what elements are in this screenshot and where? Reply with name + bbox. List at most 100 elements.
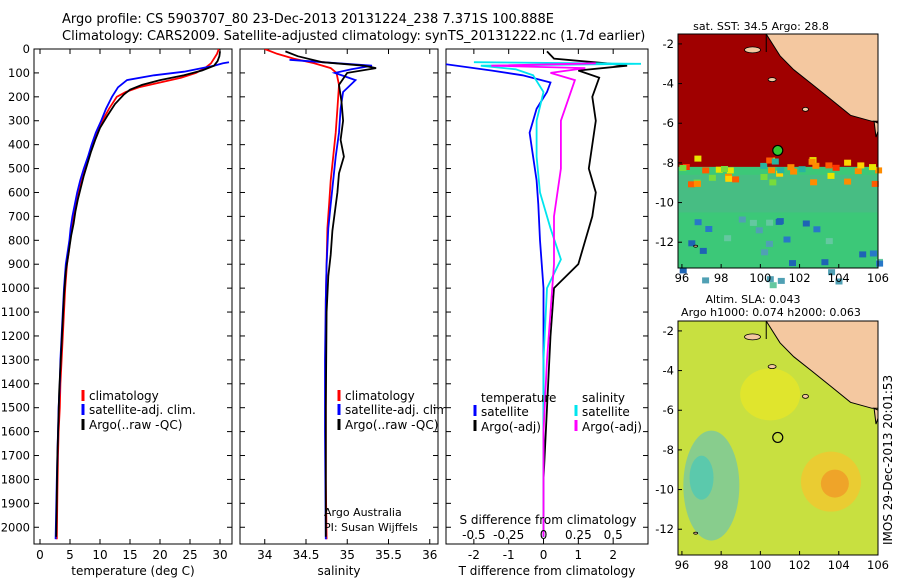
difference-series-0 (446, 63, 552, 537)
difference-xlabel-top: S difference from climatology (460, 513, 637, 527)
sst-south-cell (813, 226, 821, 233)
sst-south-cell (783, 236, 791, 243)
difference-xtick-label: 2 (609, 548, 617, 562)
temperature-ytick-label: 900 (8, 257, 30, 271)
salinity-xtick-label: 35.5 (375, 548, 402, 562)
difference-xtick-top-label: -0.5 (462, 528, 485, 542)
sst-front-cell (732, 176, 740, 183)
figure-title-line1: Argo profile: CS 5903707_80 23-Dec-2013 … (62, 12, 554, 27)
temperature-ytick-label: 500 (8, 162, 30, 176)
sst-front-cell (875, 167, 883, 174)
temperature-ytick-label: 100 (8, 66, 30, 80)
temperature-ytick-label: 200 (8, 90, 30, 104)
temperature-ytick-label: 1900 (1, 496, 30, 510)
sst-argo-position-marker (772, 144, 784, 157)
salinity-legend-label-2: Argo(..raw -QC) (345, 418, 438, 432)
sst-south-cell (765, 240, 773, 247)
sst-south-cell (766, 276, 774, 283)
temperature-ytick-label: 2000 (1, 520, 30, 534)
sst-south-cell (761, 249, 769, 256)
sst-ytick-label: -4 (663, 77, 674, 91)
sst-south-cell (825, 238, 833, 245)
sla-mid-blob (740, 368, 801, 421)
difference-xtick-top-label: -0.25 (493, 528, 524, 542)
sst-front-cell (702, 167, 710, 174)
sst-south-cell (777, 277, 785, 284)
temperature-ytick-label: 0 (23, 42, 30, 56)
sla-argo-position-marker (772, 431, 784, 444)
sst-xtick-label: 96 (675, 271, 690, 285)
sst-south-cell (688, 240, 696, 247)
sst-front-cell (844, 178, 852, 185)
temperature-ytick-label: 800 (8, 233, 30, 247)
temperature-xtick-label: 15 (122, 548, 137, 562)
sla-ytick-label: -10 (655, 483, 674, 497)
temperature-xtick-label: 0 (36, 548, 44, 562)
temperature-xtick-label: 30 (212, 548, 227, 562)
sst-map-title: sat. SST: 34.5 Argo: 28.8 (693, 20, 829, 33)
sla-xtick-label: 98 (714, 558, 729, 572)
sst-ytick-label: -12 (655, 235, 674, 249)
sst-island (802, 106, 809, 112)
salinity-series-group (264, 49, 377, 540)
sst-island (744, 46, 761, 54)
sst-south-cell (705, 226, 713, 232)
sst-front-cell (832, 164, 840, 171)
sla-xtick-label: 106 (867, 558, 889, 572)
sst-front-cell (694, 155, 702, 162)
sst-south-cell (835, 278, 843, 285)
sst-south-cell (766, 219, 774, 226)
sst-front-cell (725, 175, 733, 182)
salinity-annotation-0: Argo Australia (324, 506, 402, 519)
salinity-annotation-1: PI: Susan Wijffels (324, 521, 418, 534)
sla-map-subtitle: Argo h1000: 0.074 h2000: 0.063 (681, 306, 861, 319)
sst-front-cell (854, 168, 862, 175)
sla-map-frame (677, 320, 879, 556)
difference-xtick-label: 0 (540, 548, 548, 562)
temperature-ytick-label: 1600 (1, 425, 30, 439)
difference-xtick-label: -1 (503, 548, 515, 562)
sst-map-frame (677, 33, 879, 269)
difference-xtick-label: 1 (575, 548, 583, 562)
figure-title-line2: Climatology: CARS2009. Satellite-adjuste… (62, 29, 646, 44)
sst-front-cell (760, 162, 768, 169)
salinity-legend-label-1: satellite-adj. clim. (345, 403, 452, 417)
sst-front-cell (715, 166, 723, 173)
salinity-xtick-label: 36 (422, 548, 437, 562)
salinity-series-1 (289, 58, 373, 540)
sst-front-cell (871, 180, 879, 187)
sst-front-cell (693, 180, 701, 187)
sst-front-cell (857, 162, 865, 169)
sst-south-cell (789, 260, 796, 267)
sst-front-cell (844, 159, 852, 166)
difference-legend-salinity-heading: salinity (582, 391, 625, 405)
temperature-xtick-label: 25 (182, 548, 197, 562)
sst-south-cell (755, 227, 763, 234)
temperature-ytick-label: 1500 (1, 401, 30, 415)
temperature-series-2 (55, 51, 221, 537)
temperature-ytick-label: 1700 (1, 449, 30, 463)
sla-ytick-label: -8 (663, 443, 674, 457)
sst-front-cell (777, 167, 785, 174)
difference-xlabel: T difference from climatology (458, 564, 636, 578)
temperature-series-group (54, 49, 230, 540)
difference-series-1 (542, 50, 628, 537)
difference-legend-label-3: Argo(-adj) (582, 420, 642, 434)
sla-xtick-label: 96 (675, 558, 690, 572)
sst-front-cell (869, 164, 876, 171)
temperature-xtick-label: 20 (152, 548, 167, 562)
sla-island (744, 333, 761, 341)
sst-south-cell (749, 219, 757, 226)
difference-xtick-top-label: 0.5 (604, 528, 623, 542)
sst-front-cell (769, 179, 777, 186)
difference-xtick-label: -2 (468, 548, 480, 562)
sla-map-title: Altim. SLA: 0.043 (705, 293, 800, 306)
sst-front-cell (790, 168, 798, 175)
sst-south-cell (699, 247, 707, 254)
difference-series-group (446, 50, 642, 537)
sst-south-cell (724, 235, 732, 242)
temperature-ytick-label: 700 (8, 209, 30, 223)
difference-legend-label-2: satellite (582, 405, 630, 419)
sst-front-cell (766, 157, 774, 164)
sla-xtick-label: 100 (749, 558, 771, 572)
